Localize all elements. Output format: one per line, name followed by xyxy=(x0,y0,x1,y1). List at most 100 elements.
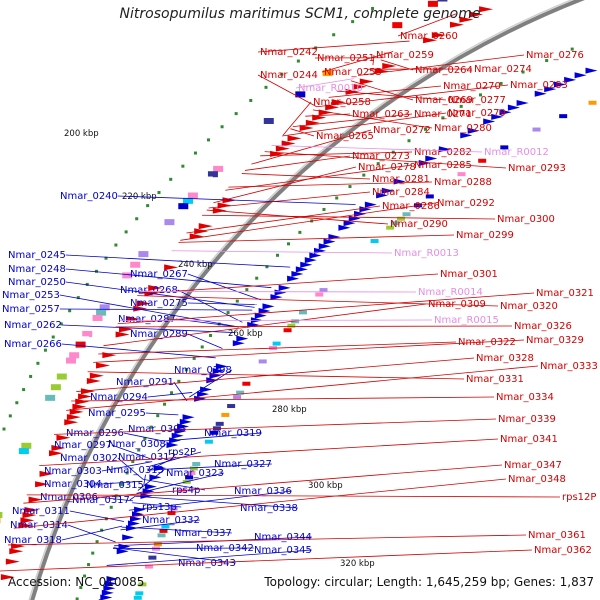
plus-gene-arrow xyxy=(325,104,340,111)
tick-dot-outer xyxy=(104,256,108,260)
feature-block xyxy=(65,357,76,364)
tick-dot-inner xyxy=(200,345,204,349)
tick-dot-inner xyxy=(459,104,463,108)
kbp-tick-label: 280 kbp xyxy=(272,405,307,415)
kbp-tick-label: 320 kbp xyxy=(340,559,375,569)
minus-label-leader xyxy=(187,333,223,349)
feature-block xyxy=(164,219,175,226)
kbp-tick-label: 240 kbp xyxy=(178,260,213,270)
plus-gene-arrow xyxy=(382,63,397,70)
feature-block xyxy=(45,394,56,401)
feature-block xyxy=(588,100,597,105)
minus-label-leader xyxy=(65,268,272,289)
minus-gene-label: Nmar_0345 xyxy=(254,545,312,556)
minus-gene-label: rps2P xyxy=(168,447,196,458)
minus-label-leader xyxy=(149,451,202,467)
minus-gene-arrow xyxy=(129,515,142,522)
minus-gene-label: Nmar_0305 xyxy=(128,424,186,435)
plus-gene-label: Nmar_0277 xyxy=(448,95,506,106)
feature-block xyxy=(337,270,346,275)
feature-block xyxy=(82,330,93,337)
minus-gene-label: Nmar_0289 xyxy=(130,329,188,340)
plus-gene-arrow xyxy=(48,450,63,457)
feature-block xyxy=(130,261,141,268)
feature-block xyxy=(192,462,201,466)
minus-label-leader xyxy=(61,324,235,333)
feature-block xyxy=(159,528,168,533)
plus-gene-label: Nmar_0299 xyxy=(456,230,514,241)
tick-dot-outer xyxy=(36,361,40,365)
tick-dot-inner xyxy=(335,196,339,200)
feature-block xyxy=(157,533,166,538)
feature-block xyxy=(202,176,213,183)
plus-gene-label: Nmar_0259 xyxy=(376,50,434,61)
feature-block xyxy=(402,212,411,217)
feature-block xyxy=(96,309,107,316)
plus-gene-label: Nmar_0280 xyxy=(434,123,492,134)
tick-dot-outer xyxy=(43,348,47,352)
plus-gene-label: Nmar_0333 xyxy=(540,361,598,372)
tick-dot-outer xyxy=(169,177,173,181)
minus-gene-arrow xyxy=(585,67,598,74)
plus-gene-label: Nmar_0329 xyxy=(526,335,584,346)
tick-dot-outer xyxy=(59,322,63,326)
plus-gene-label: Nmar_0263 xyxy=(352,109,410,120)
plus-label-leader xyxy=(257,74,317,108)
minus-gene-label: Nmar_0294 xyxy=(90,392,148,403)
minus-label-leader xyxy=(101,480,143,485)
minus-label-leader xyxy=(136,472,224,494)
plus-gene-arrow xyxy=(287,135,302,142)
tick-dot-inner xyxy=(424,127,428,131)
minus-label-leader xyxy=(177,289,243,323)
plus-gene-label: Nmar_0255 xyxy=(324,67,382,78)
minus-gene-label: Nmar_0257 xyxy=(2,304,60,315)
feature-block xyxy=(396,216,405,221)
minus-gene-arrow xyxy=(104,580,117,587)
tick-dot-inner xyxy=(156,414,160,418)
minus-gene-label: Nmar_0291 xyxy=(116,377,174,388)
plus-gene-label: Nmar_0265 xyxy=(316,131,374,142)
tick-dot-inner xyxy=(192,356,196,360)
plus-label-leader xyxy=(328,85,442,98)
plus-gene-label: Nmar_0264 xyxy=(415,65,473,76)
minus-label-leader xyxy=(61,343,216,359)
plus-gene-label: Nmar_0273 xyxy=(352,151,410,162)
rna-label-leader xyxy=(171,250,393,254)
minus-gene-arrow xyxy=(295,266,308,273)
plus-label-leader xyxy=(39,438,499,467)
plus-label-leader xyxy=(180,202,436,241)
minus-gene-arrow xyxy=(274,289,287,296)
plus-gene-label: Nmar_0278 xyxy=(358,162,416,173)
tick-dot-outer xyxy=(8,414,12,418)
minus-gene-label: Nmar_0342 xyxy=(196,543,254,554)
plus-gene-label: Nmar_0283 xyxy=(510,80,568,91)
tick-dot-inner xyxy=(376,162,380,166)
minus-gene-arrow xyxy=(140,492,153,499)
plus-label-leader xyxy=(244,155,351,171)
plus-label-leader xyxy=(397,13,457,37)
feature-block xyxy=(178,203,189,210)
plus-label-leader xyxy=(0,549,533,572)
plus-gene-arrow xyxy=(102,352,117,359)
kbp-tick-label: 200 kbp xyxy=(64,129,99,139)
rna-gene-label: Nmar_R0015 xyxy=(434,315,499,326)
feature-block xyxy=(138,251,149,258)
minus-gene-arrow xyxy=(516,99,529,106)
plus-gene-label: Nmar_0339 xyxy=(498,414,556,425)
feature-block xyxy=(322,70,333,77)
plus-label-leader xyxy=(213,166,357,204)
plus-gene-arrow xyxy=(35,481,50,488)
feature-block xyxy=(207,171,218,178)
minus-gene-arrow xyxy=(254,312,267,319)
feature-block xyxy=(258,359,267,364)
minus-gene-label: Nmar_0318 xyxy=(4,535,62,546)
tick-dot-inner xyxy=(170,391,174,395)
tick-dot-outer xyxy=(76,296,80,300)
plus-gene-label: Nmar_0347 xyxy=(504,460,562,471)
rna-label-leader xyxy=(140,291,417,293)
minus-label-leader xyxy=(173,381,188,402)
plus-label-leader xyxy=(137,295,499,307)
minus-gene-arrow xyxy=(232,340,245,347)
tick-dot-inner xyxy=(479,93,483,97)
tick-dot-inner xyxy=(245,288,249,292)
